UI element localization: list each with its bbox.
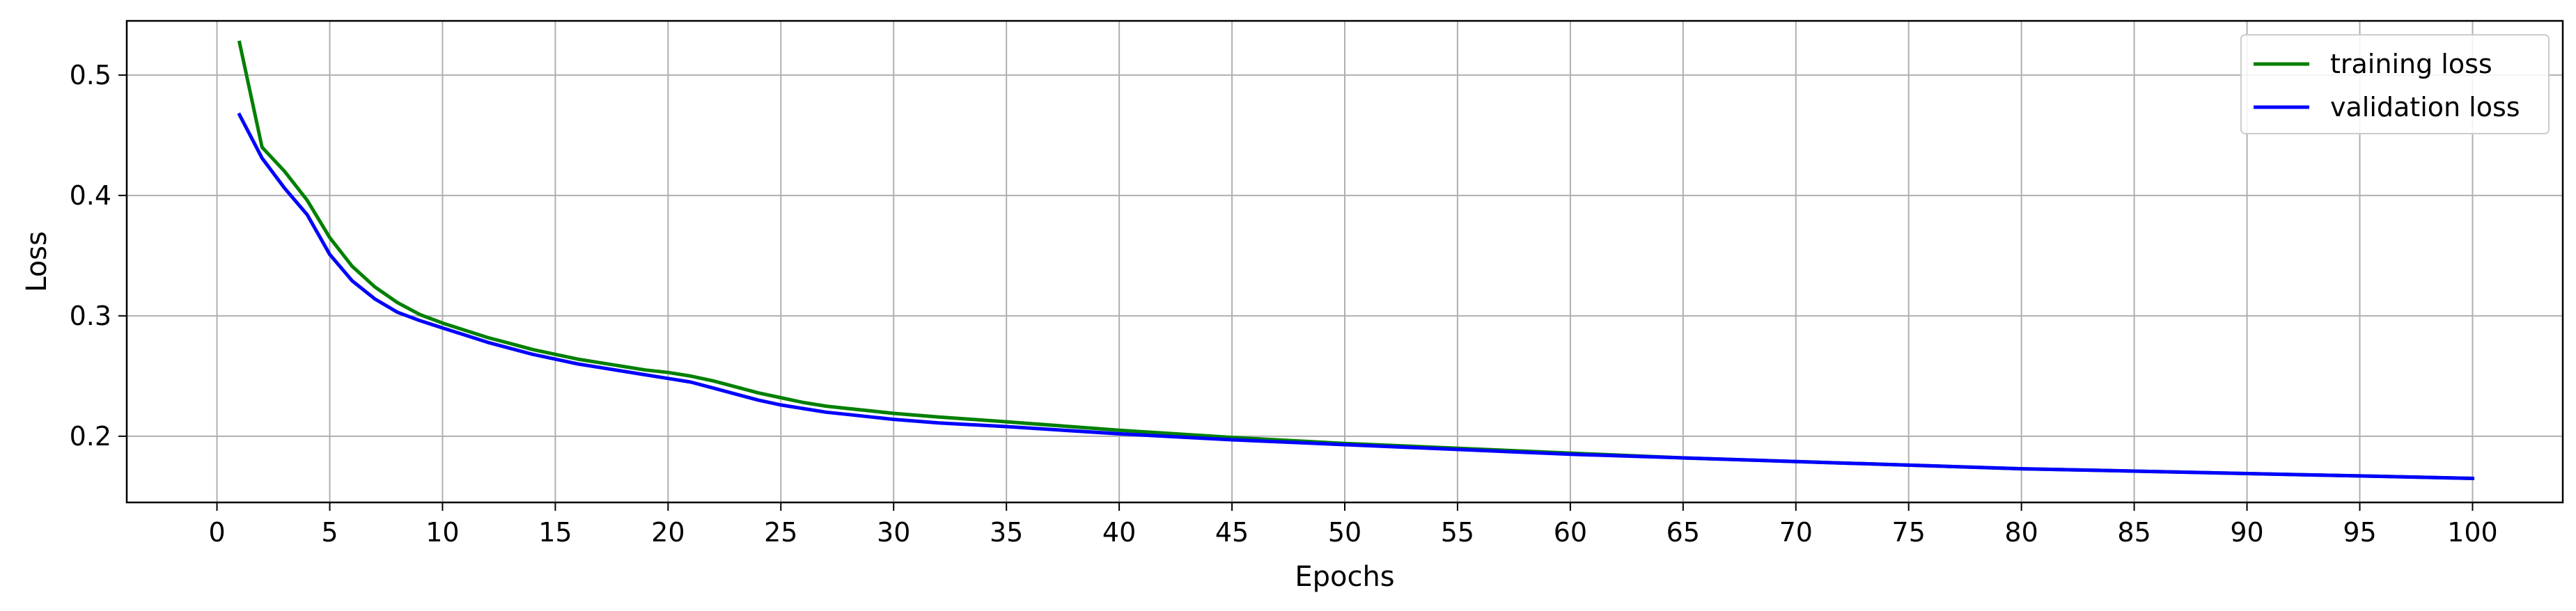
- x-tick-label: 35: [990, 517, 1023, 548]
- x-tick-label: 65: [1666, 517, 1700, 548]
- x-tick-label: 60: [1554, 517, 1587, 548]
- x-tick-label: 20: [651, 517, 685, 548]
- training-loss-line: [237, 40, 2474, 480]
- training-loss-legend-label: training loss: [2330, 49, 2492, 79]
- validation-loss-line: [237, 112, 2474, 480]
- y-axis-label: Loss: [21, 231, 53, 292]
- y-tick-label: 0.4: [70, 180, 111, 211]
- y-tick-label: 0.3: [70, 301, 111, 331]
- y-tick-label: 0.5: [70, 60, 111, 90]
- x-tick-label: 25: [764, 517, 797, 548]
- x-tick-label: 15: [538, 517, 572, 548]
- x-tick-label: 75: [1892, 517, 1926, 548]
- x-tick-label: 40: [1102, 517, 1136, 548]
- legend-box: [2240, 34, 2550, 134]
- x-tick-label: 85: [2117, 517, 2150, 548]
- x-tick-label: 80: [2004, 517, 2038, 548]
- y-tick-label: 0.2: [70, 421, 111, 452]
- x-axis-label: Epochs: [1295, 561, 1394, 593]
- x-tick-label: 45: [1215, 517, 1249, 548]
- validation-loss-legend-label: validation loss: [2330, 92, 2520, 122]
- x-tick-label: 0: [208, 517, 225, 548]
- ticks: 0 5 10 15 20 25 30 35 40 45 50 55 60 65 70 75 80 85 90 95 10…: [70, 60, 2498, 548]
- x-tick-label: 55: [1441, 517, 1474, 548]
- x-tick-label: 95: [2343, 517, 2376, 548]
- x-tick-label: 30: [877, 517, 910, 548]
- x-tick-label: 70: [1779, 517, 1813, 548]
- grid: [127, 21, 2563, 502]
- series-lines: [237, 40, 2474, 480]
- x-tick-label: 90: [2230, 517, 2263, 548]
- x-tick-label: 10: [426, 517, 459, 548]
- x-tick-label: 100: [2447, 517, 2498, 548]
- legend: training loss validation loss: [2240, 34, 2550, 134]
- x-tick-label: 50: [1328, 517, 1361, 548]
- x-tick-label: 5: [321, 517, 338, 548]
